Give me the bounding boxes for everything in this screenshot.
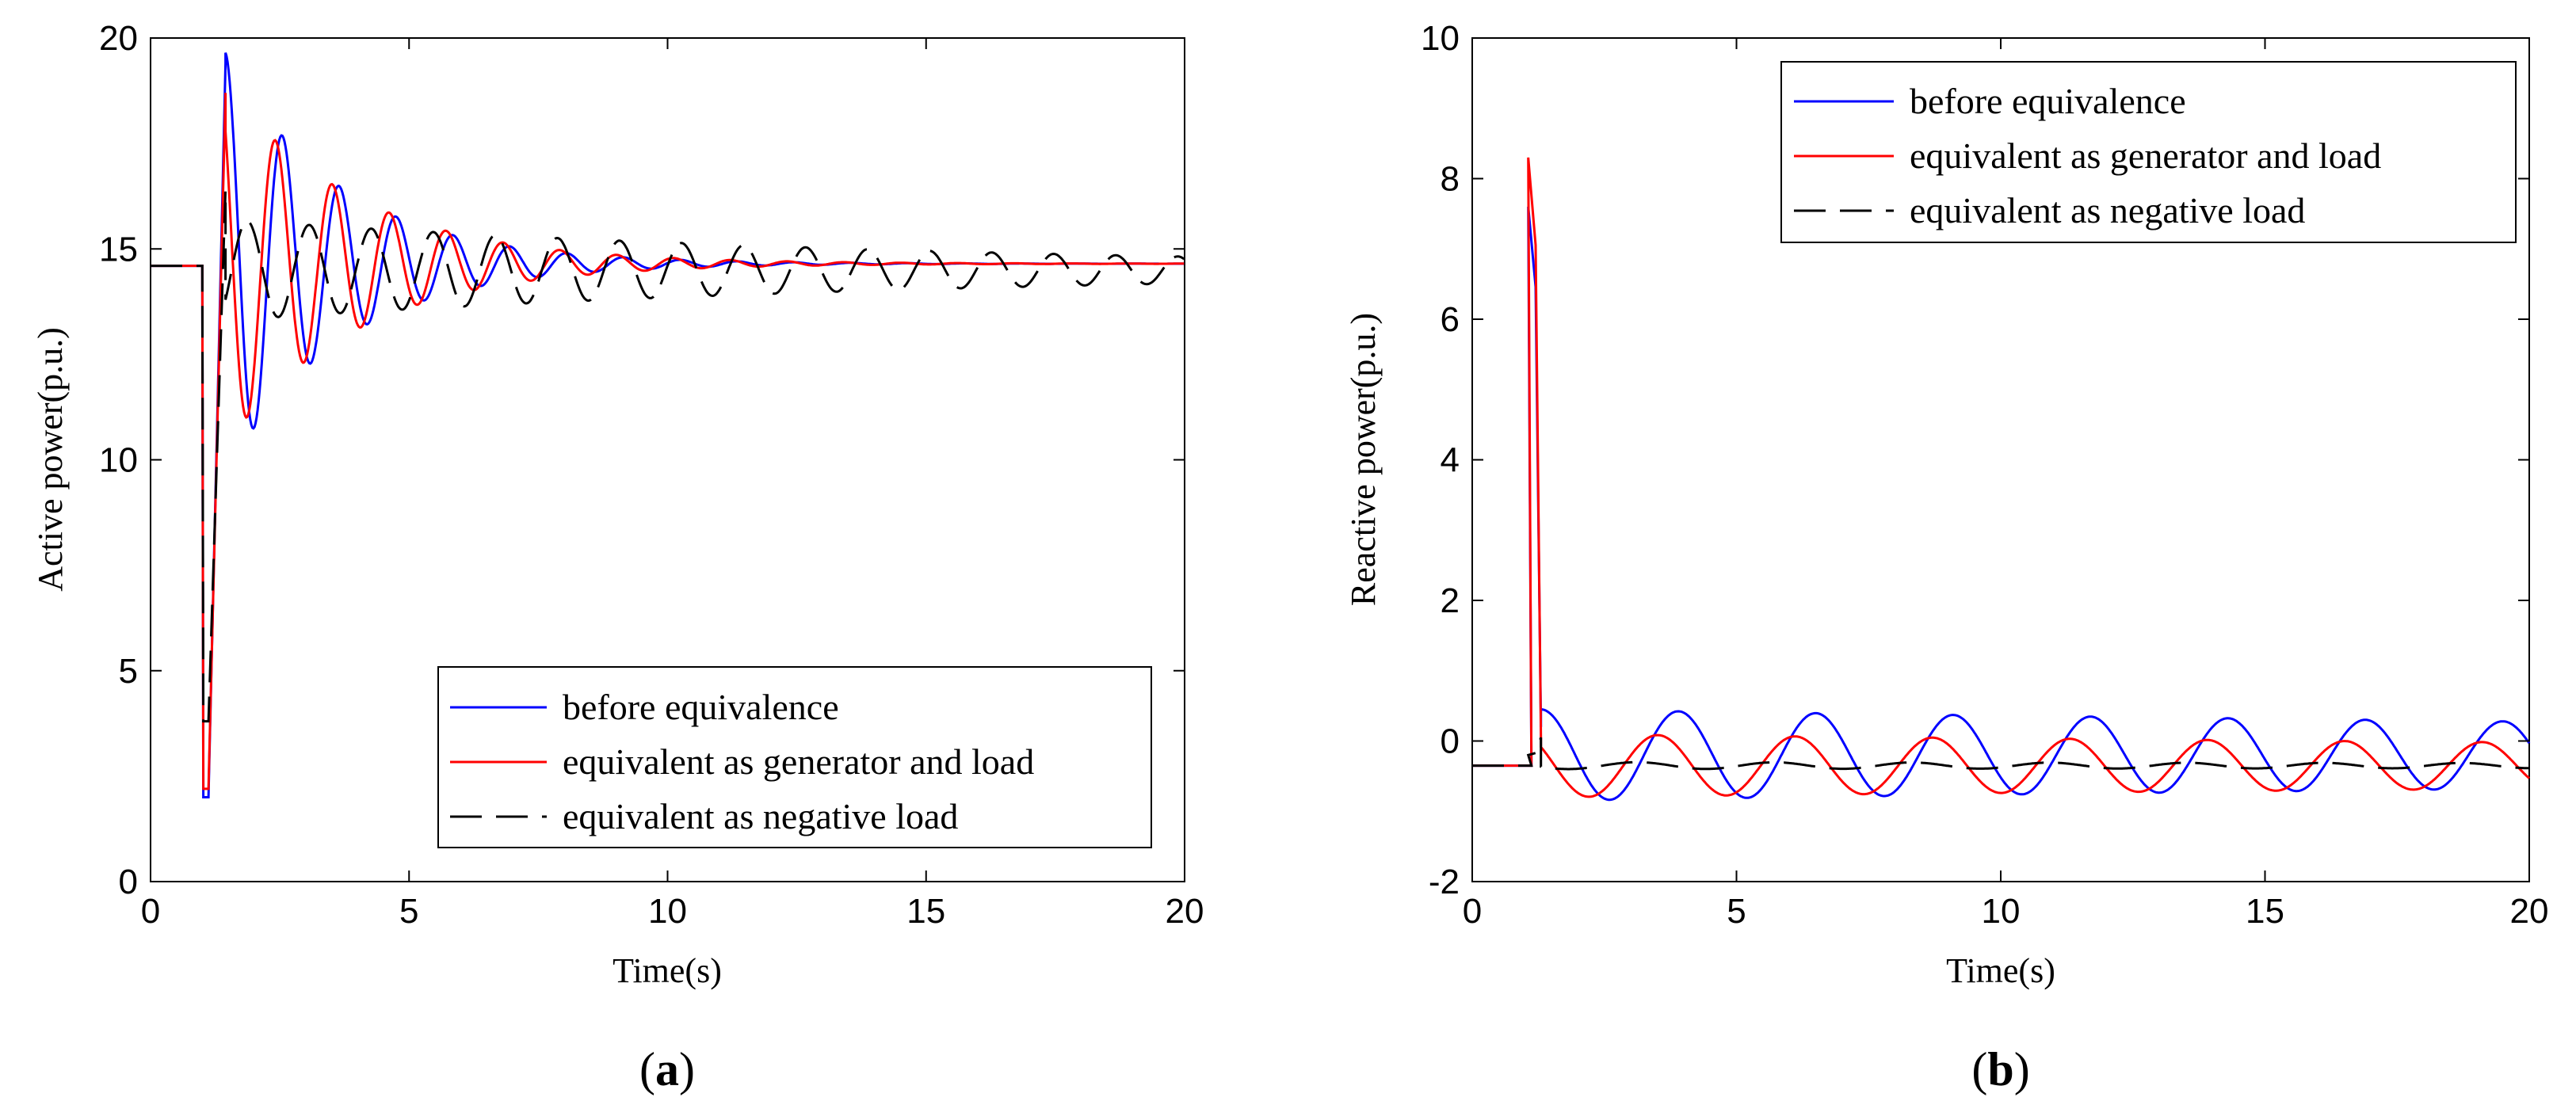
legend-entry-before-b: before equivalence bbox=[1910, 81, 2186, 121]
panel-label-b-close: ) bbox=[2014, 1043, 2030, 1095]
panel-label-b-open: ( bbox=[1971, 1043, 1987, 1095]
x-tick-label-a-3: 15 bbox=[906, 892, 945, 931]
y-axis-label-b: Reactive power(p.u.) bbox=[1344, 313, 1383, 606]
series-line-b-2 bbox=[1472, 737, 2529, 771]
y-tick-label-a-1: 5 bbox=[119, 652, 138, 691]
series-line-a-1 bbox=[151, 93, 1185, 791]
series-lines-a bbox=[151, 52, 1185, 798]
panel-label-a-open: ( bbox=[639, 1043, 655, 1095]
y-tick-label-a-4: 20 bbox=[99, 19, 138, 58]
legend-a: before equivalence equivalent as generat… bbox=[437, 666, 1152, 848]
legend-box-b bbox=[1780, 61, 2517, 243]
panel-label-a: (a) bbox=[639, 1043, 695, 1095]
x-tick-label-a-1: 5 bbox=[399, 892, 418, 931]
y-tick-label-b-4: 6 bbox=[1441, 300, 1460, 339]
panel-label-b: (b) bbox=[1971, 1043, 2029, 1095]
x-tick-label-b-3: 15 bbox=[2246, 892, 2284, 931]
x-tick-label-b-2: 10 bbox=[1982, 892, 2021, 931]
x-tick-label-a-4: 20 bbox=[1166, 892, 1204, 931]
y-tick-label-a-3: 15 bbox=[99, 230, 138, 269]
y-tick-label-a-0: 0 bbox=[119, 863, 138, 901]
axis-ticks-a: 0 5 10 15 20 0 5 10 15 20 bbox=[99, 19, 1204, 931]
y-tick-label-b-6: 10 bbox=[1421, 19, 1460, 58]
panel-label-b-letter: b bbox=[1987, 1043, 2013, 1095]
y-tick-label-b-5: 8 bbox=[1441, 160, 1460, 199]
x-tick-label-b-4: 20 bbox=[2510, 892, 2549, 931]
y-tick-label-b-3: 4 bbox=[1441, 441, 1460, 480]
x-axis-label-a: Time(s) bbox=[613, 951, 722, 990]
y-axis-label-a: Active power(p.u.) bbox=[31, 327, 70, 592]
legend-entry-negative-b: equivalent as negative load bbox=[1910, 190, 2305, 230]
series-line-b-1 bbox=[1472, 157, 2531, 798]
legend-entry-negative-a: equivalent as negative load bbox=[563, 796, 958, 836]
legend-entry-generator-a: equivalent as generator and load bbox=[563, 741, 1034, 782]
y-tick-label-b-0: -2 bbox=[1429, 863, 1460, 901]
panel-label-a-close: ) bbox=[679, 1043, 695, 1095]
legend-box-a bbox=[437, 666, 1152, 848]
x-axis-label-b: Time(s) bbox=[1946, 951, 2055, 990]
chart-active-power: 0 5 10 15 20 0 5 10 15 20 Time(s) Active power(p.… bbox=[31, 19, 1204, 990]
x-tick-label-b-0: 0 bbox=[1463, 892, 1482, 931]
legend-entry-generator-b: equivalent as generator and load bbox=[1910, 135, 2381, 176]
series-line-b-0 bbox=[1472, 206, 2531, 802]
y-tick-label-a-2: 10 bbox=[99, 441, 138, 480]
x-tick-label-b-1: 5 bbox=[1727, 892, 1746, 931]
x-tick-label-a-2: 10 bbox=[648, 892, 687, 931]
series-lines-b bbox=[1472, 157, 2531, 802]
legend-b: before equivalence equivalent as generat… bbox=[1780, 61, 2517, 243]
y-tick-label-b-2: 2 bbox=[1441, 581, 1460, 620]
y-tick-label-b-1: 0 bbox=[1441, 722, 1460, 761]
panel-label-a-letter: a bbox=[655, 1043, 679, 1095]
x-tick-label-a-0: 0 bbox=[141, 892, 160, 931]
legend-entry-before-a: before equivalence bbox=[563, 687, 839, 727]
series-line-a-2 bbox=[151, 189, 1185, 723]
